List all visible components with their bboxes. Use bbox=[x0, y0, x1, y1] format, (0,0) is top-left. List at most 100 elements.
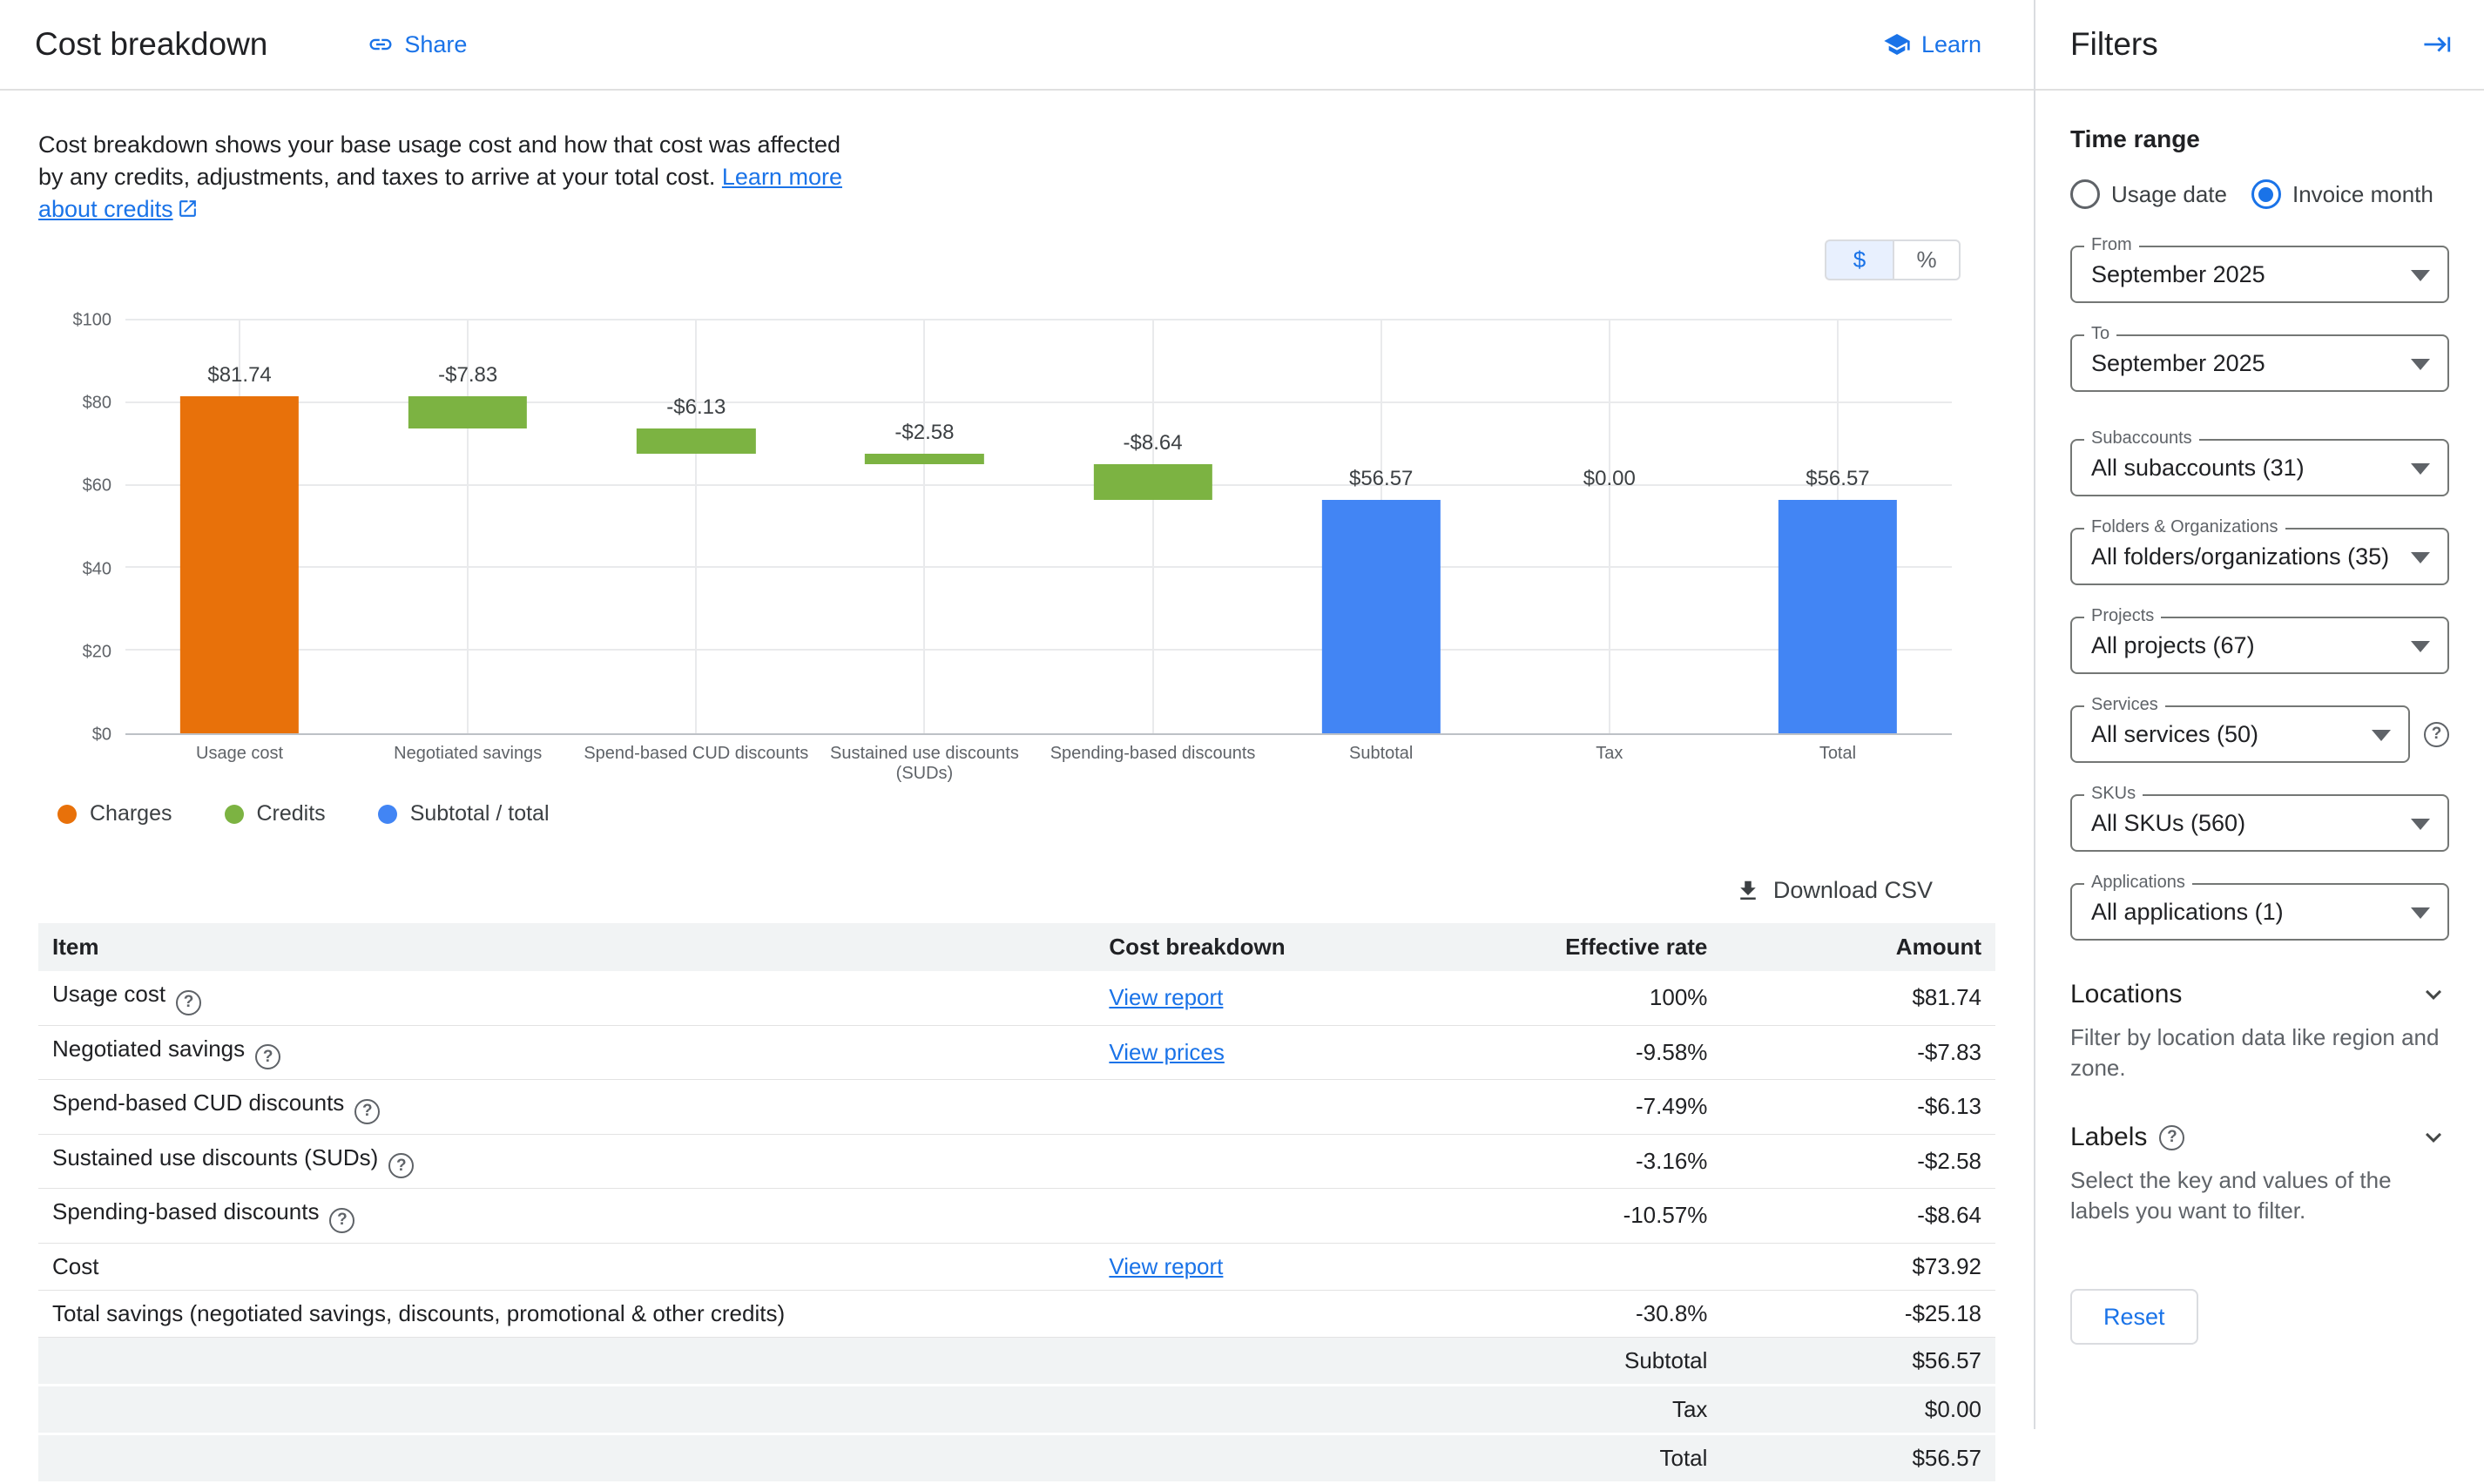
table-row-total-savings-negotiated-savings-discoun: Total savings (negotiated savings, disco… bbox=[38, 1290, 1995, 1338]
dollar-toggle-button[interactable]: $ bbox=[1825, 239, 1893, 280]
filter-field-row: To September 2025 bbox=[2070, 324, 2449, 392]
chevron-down-icon[interactable] bbox=[2418, 1122, 2449, 1153]
filter-field-row: Services All services (50)? bbox=[2070, 695, 2449, 763]
dropdown-caret-icon bbox=[2411, 641, 2430, 652]
share-label: Share bbox=[404, 30, 468, 57]
share-button[interactable]: Share bbox=[368, 31, 467, 58]
applications-select[interactable]: Applications All applications (1) bbox=[2070, 873, 2449, 941]
learn-more-credits-link[interactable]: Learn more about credits bbox=[38, 164, 842, 222]
waterfall-bar-usage-cost[interactable] bbox=[179, 395, 300, 733]
radio-icon bbox=[2070, 179, 2100, 209]
item-help-icon[interactable]: ? bbox=[354, 1098, 381, 1124]
view-report-link[interactable]: View report bbox=[1109, 1252, 1224, 1279]
subaccounts-select[interactable]: Subaccounts All subaccounts (31) bbox=[2070, 428, 2449, 496]
x-axis-label: Spending-based discounts bbox=[1050, 744, 1256, 763]
y-axis: $0 $20 $40 $60 $80 $100 bbox=[38, 311, 125, 745]
item-help-icon[interactable]: ? bbox=[255, 1044, 281, 1069]
chart-legend: Charges Credits Subtotal / total bbox=[57, 801, 1995, 826]
item-cell: Sustained use discounts (SUDs)? bbox=[38, 1134, 1096, 1189]
amount-cell: -$25.18 bbox=[1721, 1290, 1995, 1338]
amount-cell: -$6.13 bbox=[1721, 1079, 1995, 1135]
y-axis-tick-label: $20 bbox=[82, 642, 111, 662]
filter-field-row: Subaccounts All subaccounts (31) bbox=[2070, 428, 2449, 496]
filter-field-row: From September 2025 bbox=[2070, 235, 2449, 303]
labels-section-toggle[interactable]: Labels ? bbox=[2070, 1122, 2449, 1153]
legend-label: Charges bbox=[90, 801, 172, 826]
field-value: September 2025 bbox=[2091, 260, 2265, 287]
summary-label: Total bbox=[38, 1433, 1722, 1484]
table-row-negotiated-savings: Negotiated savings? View prices -9.58% -$7.… bbox=[38, 1025, 1995, 1080]
x-axis-label: Sustained use discounts (SUDs) bbox=[830, 744, 1019, 783]
gridline-vertical bbox=[1608, 320, 1610, 733]
table-row-spending-based-discounts: Spending-based discounts? -10.57% -$8.64 bbox=[38, 1188, 1995, 1244]
summary-row-tax: Tax $0.00 bbox=[38, 1385, 1995, 1435]
waterfall-bar-spending-based-discounts[interactable] bbox=[1093, 463, 1212, 500]
invoice-month-radio[interactable]: Invoice month bbox=[2251, 179, 2433, 209]
column-header-amount: Amount bbox=[1721, 923, 1995, 971]
cost-breakdown-table: Item Cost breakdown Effective rate Amount U… bbox=[38, 923, 1995, 1484]
amount-cell: $73.92 bbox=[1721, 1243, 1995, 1291]
field-value: September 2025 bbox=[2091, 349, 2265, 376]
legend-item-charges: Charges bbox=[57, 801, 172, 826]
item-cell: Cost bbox=[38, 1243, 1096, 1291]
waterfall-bar-sustained-use-discounts-suds[interactable] bbox=[865, 453, 984, 464]
page-title: Cost breakdown bbox=[35, 26, 268, 62]
summary-amount: $56.57 bbox=[1721, 1337, 1995, 1386]
projects-select[interactable]: Projects All projects (67) bbox=[2070, 606, 2449, 674]
labels-help-icon[interactable]: ? bbox=[2159, 1124, 2185, 1150]
summary-label: Subtotal bbox=[38, 1337, 1722, 1386]
x-axis-label: Total bbox=[1819, 744, 1857, 763]
item-label: Spend-based CUD discounts bbox=[52, 1089, 345, 1116]
reset-button[interactable]: Reset bbox=[2070, 1289, 2198, 1345]
x-axis-label: Negotiated savings bbox=[394, 744, 543, 763]
time-range-radio-group: Usage date Invoice month bbox=[2070, 179, 2449, 209]
learn-button[interactable]: Learn bbox=[1883, 30, 1981, 58]
view-prices-link[interactable]: View prices bbox=[1109, 1038, 1225, 1065]
item-cell: Spend-based CUD discounts? bbox=[38, 1079, 1096, 1135]
download-csv-button[interactable]: Download CSV bbox=[1735, 877, 1933, 904]
legend-swatch-icon bbox=[57, 804, 77, 824]
bar-value-label: $56.57 bbox=[1806, 466, 1870, 490]
gridline bbox=[125, 483, 1952, 486]
skus-select[interactable]: SKUs All SKUs (560) bbox=[2070, 784, 2449, 852]
collapse-panel-icon bbox=[2424, 37, 2451, 52]
learn-more-credits-label: Learn more about credits bbox=[38, 164, 842, 222]
to-select[interactable]: To September 2025 bbox=[2070, 324, 2449, 392]
item-help-icon[interactable]: ? bbox=[329, 1207, 355, 1233]
waterfall-bar-subtotal[interactable] bbox=[1321, 499, 1441, 733]
waterfall-bar-negotiated-savings[interactable] bbox=[408, 395, 528, 428]
locations-section-toggle[interactable]: Locations bbox=[2070, 979, 2449, 1010]
radio-label: Usage date bbox=[2111, 180, 2227, 207]
column-header-effective-rate: Effective rate bbox=[1467, 923, 1722, 971]
dropdown-caret-icon bbox=[2411, 907, 2430, 919]
percent-toggle-button[interactable]: % bbox=[1893, 239, 1961, 280]
cost-breakdown-page: Cost breakdown Share Learn Cost breakdow… bbox=[0, 0, 2484, 1429]
description: Cost breakdown shows your base usage cos… bbox=[38, 129, 866, 226]
summary-label: Tax bbox=[38, 1385, 1722, 1435]
gridline bbox=[125, 319, 1952, 320]
x-axis-label: Usage cost bbox=[196, 744, 284, 763]
gridline bbox=[125, 566, 1952, 569]
item-label: Cost bbox=[52, 1252, 99, 1279]
time-range-label: Time range bbox=[2070, 125, 2200, 152]
dropdown-caret-icon bbox=[2411, 359, 2430, 370]
dropdown-caret-icon bbox=[2411, 552, 2430, 563]
y-axis-tick-label: $100 bbox=[72, 310, 112, 330]
waterfall-bar-total[interactable] bbox=[1778, 499, 1898, 733]
field-value: All projects (67) bbox=[2091, 631, 2255, 658]
view-report-link[interactable]: View report bbox=[1109, 984, 1224, 1011]
waterfall-bar-spend-based-cud-discounts[interactable] bbox=[637, 428, 756, 454]
folders-organizations-select[interactable]: Folders & Organizations All folders/organ… bbox=[2070, 517, 2449, 585]
collapse-panel-button[interactable] bbox=[2423, 30, 2453, 59]
item-help-icon[interactable]: ? bbox=[176, 989, 202, 1015]
item-help-icon[interactable]: ? bbox=[388, 1153, 415, 1178]
bar-value-label: $81.74 bbox=[207, 362, 272, 387]
effective-rate-cell: 100% bbox=[1467, 971, 1722, 1026]
services-help-icon[interactable]: ? bbox=[2424, 721, 2449, 747]
download-csv-label: Download CSV bbox=[1772, 877, 1933, 903]
usage-date-radio[interactable]: Usage date bbox=[2070, 179, 2227, 209]
from-select[interactable]: From September 2025 bbox=[2070, 235, 2449, 303]
chevron-down-icon[interactable] bbox=[2418, 979, 2449, 1010]
services-select[interactable]: Services All services (50) bbox=[2070, 695, 2410, 763]
y-axis-tick-label: $0 bbox=[91, 725, 111, 745]
